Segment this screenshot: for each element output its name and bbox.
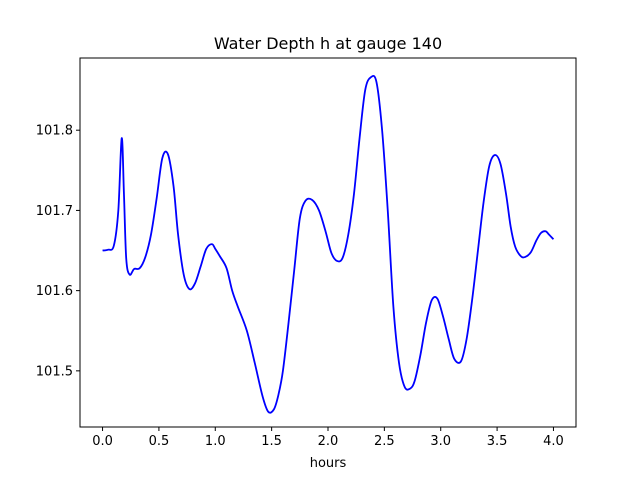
series-line-0 [102, 74, 555, 414]
x-tick-label: 0.0 [92, 434, 113, 449]
x-tick-label: 2.0 [318, 434, 339, 449]
y-tick-label: 101.8 [36, 124, 73, 139]
y-tick-label: 101.7 [36, 204, 73, 219]
x-tick-label: 3.5 [487, 434, 508, 449]
plot-frame [79, 57, 577, 428]
series-layer [102, 74, 555, 414]
x-tick-label: 1.5 [261, 434, 282, 449]
x-axis-label: hours [310, 456, 347, 471]
x-tick-label: 3.0 [430, 434, 451, 449]
y-tick-label: 101.6 [36, 284, 73, 299]
x-tick-label: 1.0 [205, 434, 226, 449]
x-tick-label: 0.5 [149, 434, 170, 449]
axis-layer: 0.0 0.5 1.0 1.5 2.0 2.5 3.0 3.5 4.0 101.5 101.6 101… [36, 124, 564, 449]
chart-title: Water Depth h at gauge 140 [214, 34, 442, 53]
x-tick-label: 2.5 [374, 434, 395, 449]
x-tick-label: 4.0 [543, 434, 564, 449]
y-tick-label: 101.5 [36, 364, 73, 379]
